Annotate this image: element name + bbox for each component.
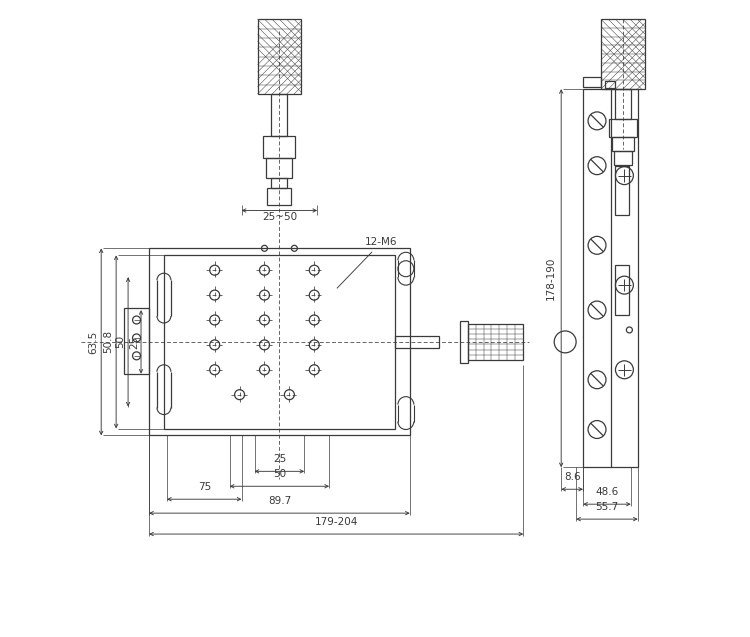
Bar — [467, 324, 524, 360]
Text: 48.6: 48.6 — [596, 487, 619, 497]
Text: 25~50: 25~50 — [262, 212, 297, 222]
Text: 55.7: 55.7 — [596, 502, 619, 512]
Text: 50.8: 50.8 — [104, 331, 113, 354]
Bar — [583, 89, 638, 468]
Bar — [395, 336, 439, 348]
Bar — [266, 158, 292, 178]
Bar — [614, 151, 632, 165]
Bar — [605, 81, 615, 88]
Bar — [164, 255, 395, 429]
Bar — [263, 136, 296, 158]
Text: 50: 50 — [115, 335, 125, 348]
Text: 179-204: 179-204 — [314, 517, 358, 527]
Bar — [460, 321, 467, 363]
Text: 75: 75 — [197, 482, 211, 492]
Bar — [609, 119, 637, 137]
Bar — [272, 178, 287, 187]
Bar — [615, 265, 629, 315]
Text: 50: 50 — [273, 469, 286, 479]
Bar — [124, 308, 149, 374]
Text: 8.6: 8.6 — [564, 472, 580, 482]
Bar — [257, 19, 302, 94]
Bar — [601, 19, 645, 89]
Bar — [583, 77, 601, 87]
Text: 25: 25 — [129, 335, 139, 348]
Text: 178-190: 178-190 — [546, 257, 556, 300]
Bar — [615, 166, 629, 215]
Text: 89.7: 89.7 — [268, 496, 291, 506]
Bar — [268, 187, 291, 206]
Text: 63.5: 63.5 — [88, 330, 98, 354]
Bar — [272, 94, 287, 136]
Bar — [612, 137, 634, 151]
Bar — [615, 89, 631, 119]
Text: 25: 25 — [273, 454, 286, 464]
Bar — [149, 248, 410, 436]
Text: 12-M6: 12-M6 — [337, 238, 398, 288]
